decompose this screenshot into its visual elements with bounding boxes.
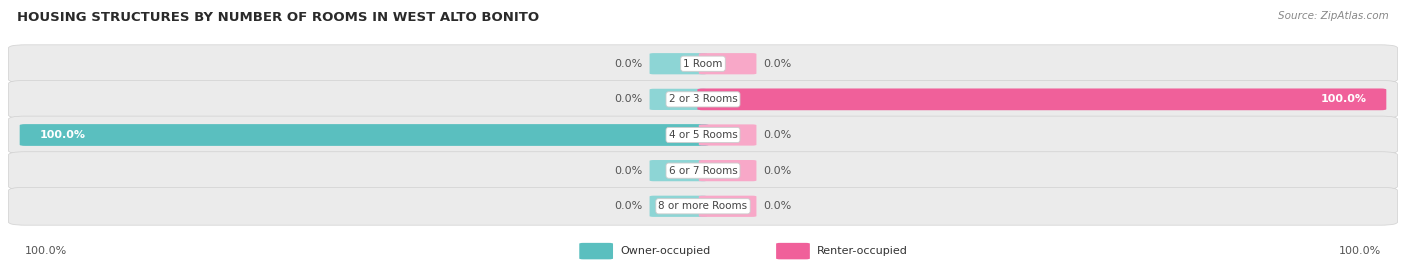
Text: HOUSING STRUCTURES BY NUMBER OF ROOMS IN WEST ALTO BONITO: HOUSING STRUCTURES BY NUMBER OF ROOMS IN… [17, 11, 538, 24]
FancyBboxPatch shape [650, 160, 707, 181]
FancyBboxPatch shape [650, 196, 707, 217]
Text: 100.0%: 100.0% [39, 130, 86, 140]
Text: Source: ZipAtlas.com: Source: ZipAtlas.com [1278, 11, 1389, 21]
FancyBboxPatch shape [699, 53, 756, 74]
Text: 8 or more Rooms: 8 or more Rooms [658, 201, 748, 211]
FancyBboxPatch shape [650, 53, 707, 74]
FancyBboxPatch shape [650, 89, 707, 110]
FancyBboxPatch shape [8, 152, 1398, 190]
Text: Owner-occupied: Owner-occupied [620, 246, 710, 256]
Text: 6 or 7 Rooms: 6 or 7 Rooms [669, 166, 737, 176]
FancyBboxPatch shape [699, 196, 756, 217]
Text: 4 or 5 Rooms: 4 or 5 Rooms [669, 130, 737, 140]
Text: 100.0%: 100.0% [25, 246, 67, 256]
FancyBboxPatch shape [697, 89, 1386, 110]
FancyBboxPatch shape [699, 124, 756, 146]
Text: 100.0%: 100.0% [1339, 246, 1381, 256]
FancyBboxPatch shape [579, 243, 613, 259]
Text: 0.0%: 0.0% [614, 59, 643, 69]
Text: Renter-occupied: Renter-occupied [817, 246, 908, 256]
Text: 100.0%: 100.0% [1320, 94, 1367, 104]
FancyBboxPatch shape [776, 243, 810, 259]
FancyBboxPatch shape [20, 124, 709, 146]
FancyBboxPatch shape [8, 116, 1398, 154]
Text: 0.0%: 0.0% [614, 201, 643, 211]
Text: 0.0%: 0.0% [763, 166, 792, 176]
Text: 0.0%: 0.0% [763, 201, 792, 211]
Text: 1 Room: 1 Room [683, 59, 723, 69]
Text: 0.0%: 0.0% [614, 166, 643, 176]
FancyBboxPatch shape [8, 187, 1398, 225]
FancyBboxPatch shape [699, 160, 756, 181]
Text: 2 or 3 Rooms: 2 or 3 Rooms [669, 94, 737, 104]
Text: 0.0%: 0.0% [763, 59, 792, 69]
Text: 0.0%: 0.0% [763, 130, 792, 140]
Text: 0.0%: 0.0% [614, 94, 643, 104]
FancyBboxPatch shape [8, 80, 1398, 118]
FancyBboxPatch shape [8, 45, 1398, 83]
